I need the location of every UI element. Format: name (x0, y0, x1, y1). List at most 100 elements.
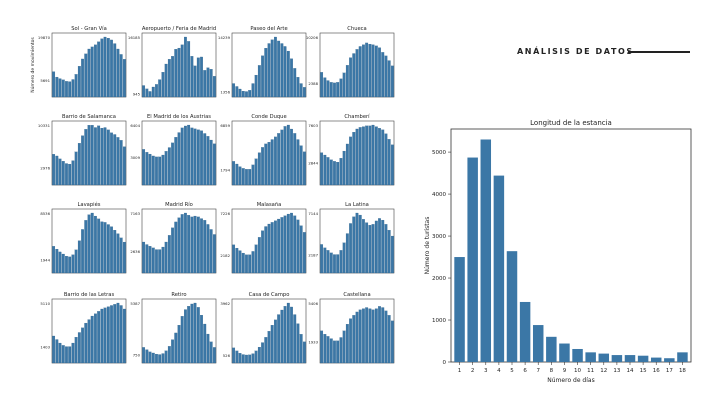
mini-chart: El Madrid de los Austrias 6404 3009 (130, 114, 217, 186)
mini-bar (336, 162, 340, 186)
mini-bar (100, 127, 104, 186)
mini-bar (187, 41, 191, 98)
mini-bar (286, 50, 290, 98)
mini-ytick-mid: 1794 (220, 167, 230, 172)
mini-bar (390, 144, 394, 186)
mini-bar (339, 337, 343, 364)
mini-bar (296, 219, 300, 274)
mini-bar (90, 315, 94, 364)
mini-bar (148, 351, 152, 364)
section-title: ANÁLISIS DE DATOS (517, 47, 634, 56)
mini-bar (241, 354, 245, 364)
mini-bar (277, 40, 281, 98)
mini-bar (254, 350, 258, 364)
mini-bar (148, 153, 152, 186)
mini-bar (90, 212, 94, 274)
mini-bar (164, 63, 168, 98)
mini-bar (110, 226, 113, 274)
mini-chart-title: Chamberí (344, 113, 370, 120)
mini-bar (336, 82, 340, 98)
mini-bar (280, 129, 284, 186)
bar (506, 251, 518, 362)
mini-bar (200, 315, 203, 364)
mini-bar (387, 139, 391, 186)
mini-chart-title: Madrid Río (165, 201, 193, 208)
mini-bar (74, 74, 78, 98)
mini-bar (371, 124, 375, 186)
mini-bar (238, 353, 242, 364)
mini-bar (329, 159, 333, 186)
mini-bar (171, 227, 174, 274)
mini-ytick-max: 8536 (40, 211, 50, 216)
mini-bar (274, 36, 277, 98)
mini-bar (365, 307, 369, 364)
mini-bar (283, 215, 287, 274)
mini-bar (248, 354, 252, 364)
mini-chart: Barrio de las Letras 5110 1403 (40, 292, 127, 364)
mini-bar (177, 132, 181, 186)
mini-bar (161, 353, 165, 364)
mini-bar (190, 303, 194, 364)
mini-bar (77, 66, 81, 98)
mini-ytick-max: 3962 (220, 301, 230, 306)
mini-bar (232, 244, 236, 274)
mini-chart: Chamberí 7603 2844 (308, 113, 395, 186)
mini-chart-title: Castellana (343, 292, 370, 298)
mini-bar (190, 56, 194, 98)
mini-bar (293, 133, 297, 186)
mini-bar (116, 302, 120, 364)
mini-bar (193, 215, 197, 274)
mini-bar (349, 223, 352, 274)
mini-bar (81, 229, 84, 274)
mini-bar (302, 87, 306, 98)
mini-bar (209, 229, 213, 274)
mini-bar (94, 313, 97, 364)
x-tick-label: 1 (458, 368, 462, 374)
bar (664, 358, 675, 362)
mini-bar (320, 72, 324, 98)
x-tick-label: 9 (563, 368, 567, 374)
mini-bar (333, 340, 336, 364)
mini-bar (296, 77, 300, 98)
mini-bar (365, 222, 369, 274)
mini-bar (74, 337, 78, 364)
mini-bar (358, 214, 362, 274)
bar (611, 355, 623, 362)
mini-bar (365, 42, 369, 98)
mini-bar (77, 332, 81, 364)
mini-bar (326, 250, 330, 274)
x-tick-label: 14 (627, 368, 634, 374)
mini-bar (103, 36, 107, 98)
mini-bar (71, 160, 75, 186)
mini-bar (142, 347, 146, 364)
mini-ytick-mid: 1403 (40, 345, 50, 350)
mini-bar (355, 49, 359, 98)
mini-bar (245, 169, 248, 186)
mini-bar (362, 219, 365, 274)
mini-bar (206, 67, 210, 98)
mini-bar (177, 47, 181, 98)
x-tick-label: 18 (679, 368, 686, 374)
mini-bar (155, 249, 158, 274)
bar (572, 348, 583, 362)
mini-bar (261, 147, 264, 186)
mini-bar (87, 125, 91, 186)
mini-bar (119, 305, 123, 364)
mini-bar (387, 230, 391, 274)
mini-bar (184, 36, 187, 98)
mini-bar (235, 163, 239, 186)
mini-bar (203, 70, 207, 98)
mini-bar (61, 79, 65, 98)
mini-chart: Sol - Gran Vía 19870 5691 (38, 25, 127, 98)
mini-bar (248, 169, 252, 186)
mini-bar (122, 241, 126, 274)
x-tick-label: 13 (613, 368, 620, 374)
y-tick-label: 2000 (432, 276, 446, 282)
mini-ytick-mid: 2844 (308, 161, 318, 166)
mini-bar (209, 69, 213, 98)
mini-bar (381, 52, 385, 98)
mini-bar (390, 320, 394, 364)
mini-bar (264, 226, 268, 274)
mini-bar (248, 90, 252, 98)
mini-bar (103, 307, 107, 364)
